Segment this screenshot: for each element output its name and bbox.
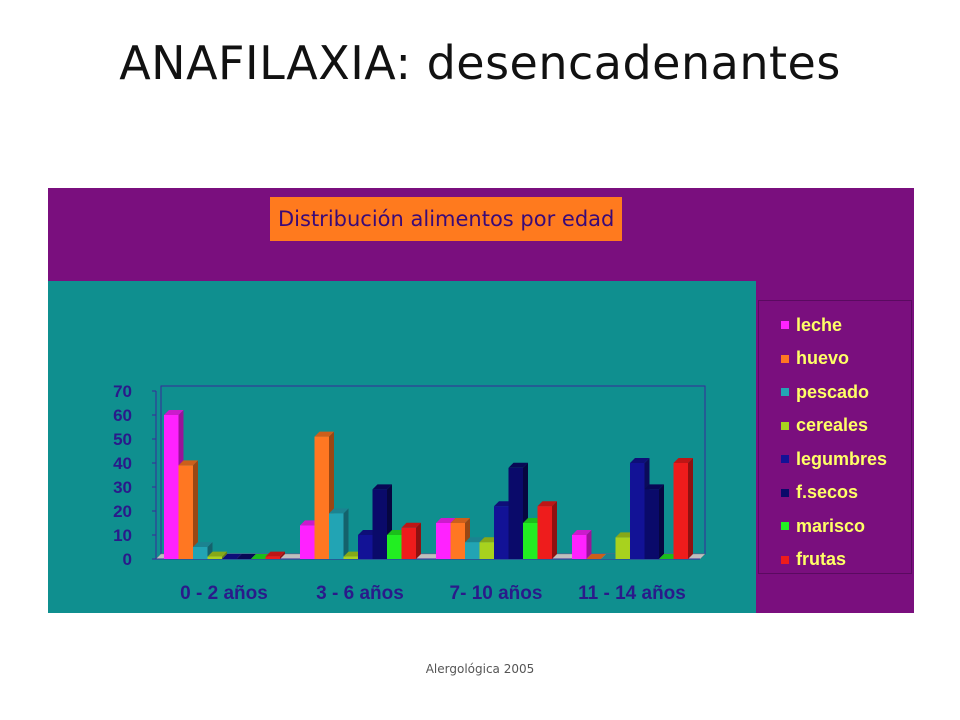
bar-huevo-3 [586, 554, 606, 559]
legend-item: marisco [781, 514, 865, 538]
bar-huevo-0 [178, 460, 198, 559]
legend-item: legumbres [781, 447, 887, 471]
bar-f-secos-0 [236, 554, 256, 559]
legend-swatch [781, 354, 789, 363]
x-tick-label: 7- 10 años [450, 583, 543, 604]
legend-label: marisco [796, 515, 866, 536]
legend-label: f.secos [796, 482, 859, 502]
chart-legend: leche huevo pescado cereales legumbres f.seco… [758, 300, 912, 574]
source-note: Alergológica 2005 [425, 662, 535, 676]
bar-leche-3 [572, 530, 592, 559]
bar-frutas-2 [537, 501, 557, 559]
chart-title: Distribución alimentos por edad [270, 197, 623, 241]
bar-f-secos-3 [644, 484, 664, 559]
bar-frutas-1 [401, 522, 421, 559]
y-tick-label: 50 [113, 430, 132, 449]
y-tick-label: 10 [113, 526, 132, 545]
bar-frutas-3 [673, 458, 693, 559]
legend-label: cereales [796, 415, 869, 435]
legend-swatch [781, 522, 789, 530]
legend-swatch [781, 321, 789, 329]
bar-pescado-1 [329, 508, 349, 559]
legend-swatch [781, 421, 789, 430]
legend-label: legumbres [796, 448, 888, 469]
legend-item: pescado [781, 380, 869, 404]
y-tick-label: 40 [113, 454, 132, 473]
y-tick-label: 60 [113, 406, 132, 425]
legend-item: leche [781, 313, 842, 337]
y-tick-label: 0 [123, 550, 132, 569]
legend-swatch [781, 555, 789, 564]
legend-label: leche [796, 314, 843, 335]
bar-pescado-0 [193, 542, 213, 559]
y-tick-label: 30 [113, 478, 132, 497]
legend-label: frutas [796, 549, 847, 569]
bar-legumbres-0 [222, 554, 242, 559]
bar-frutas-0 [265, 551, 285, 559]
legend-swatch [781, 488, 789, 497]
bar-cereales-0 [207, 551, 227, 559]
x-tick-label: 3 - 6 años [316, 583, 404, 604]
x-tick-label: 0 - 2 años [180, 583, 268, 604]
legend-label: pescado [796, 381, 870, 402]
plot-panel: 0 10 20 30 40 50 60 70 0 - 2 años 3 - 6 años 7- 10… [48, 281, 756, 613]
legend-swatch [781, 388, 789, 396]
chart-frame: Distribución alimentos por edad 0 10 20 30 4… [48, 188, 914, 613]
legend-item: huevo [781, 347, 849, 371]
plot-back-wall [160, 385, 706, 555]
legend-label: huevo [796, 348, 850, 368]
legend-swatch [781, 455, 789, 463]
slide-title: ANAFILAXIA: desencadenantes [119, 36, 841, 90]
legend-item: cereales [781, 414, 868, 438]
bar-chart: 0 10 20 30 40 50 60 70 0 - 2 años 3 - 6 años 7- 10… [113, 382, 706, 604]
y-tick-label: 70 [113, 382, 132, 401]
x-tick-label: 11 - 14 años [578, 583, 686, 604]
legend-item: frutas [781, 548, 846, 572]
legend-item: f.secos [781, 481, 858, 505]
y-tick-label: 20 [113, 502, 132, 521]
